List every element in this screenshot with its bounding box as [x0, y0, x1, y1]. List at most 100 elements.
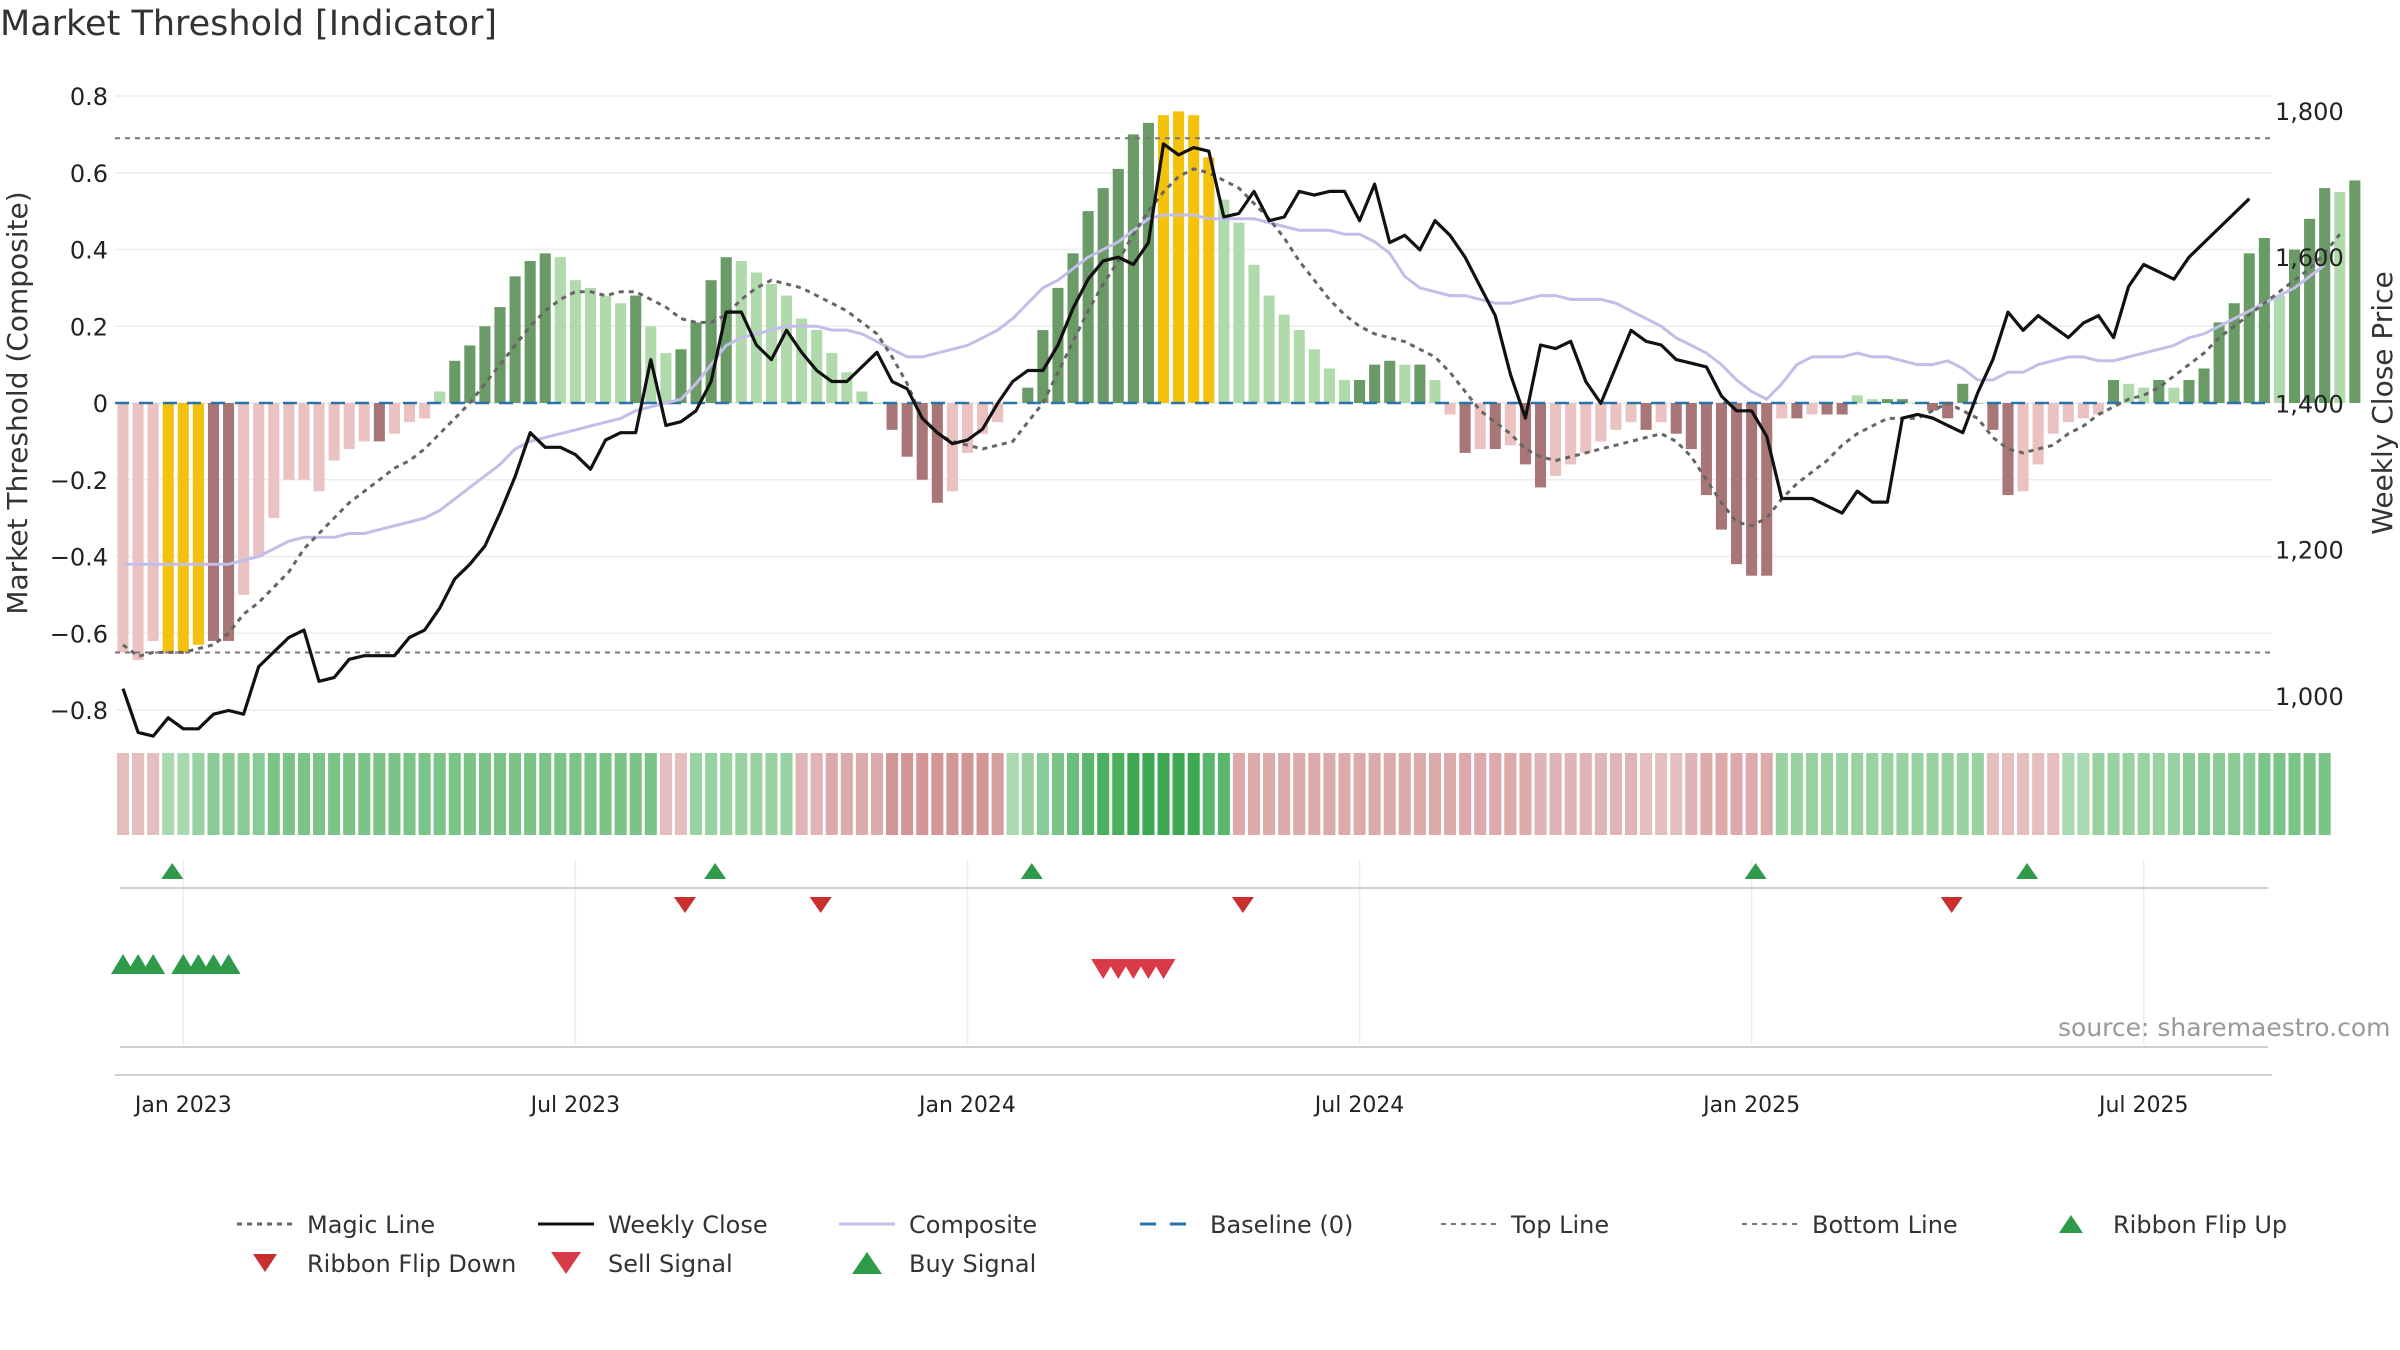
ribbon-cell [765, 753, 778, 835]
histogram-bar [147, 403, 159, 641]
histogram-bar [449, 360, 461, 403]
ribbon-cell [1202, 753, 1215, 835]
histogram-bar [720, 257, 732, 403]
histogram-bar [1037, 330, 1049, 403]
ribbon-cell [2107, 753, 2120, 835]
histogram-bar [1474, 403, 1486, 450]
ribbon-cell [946, 753, 959, 835]
histogram-bar [600, 295, 612, 403]
ribbon-cell [1187, 753, 1200, 835]
histogram-bar [1761, 403, 1773, 576]
ribbon-cell [343, 753, 356, 835]
ribbon-cell [1338, 753, 1351, 835]
ribbon-cell [1157, 753, 1170, 835]
ribbon-cell [2122, 753, 2135, 835]
ribbon-cell [2167, 753, 2180, 835]
histogram-bar [1354, 379, 1366, 403]
histogram-bar [509, 276, 521, 403]
ribbon-cell [1805, 753, 1818, 835]
ribbon-cell [674, 753, 687, 835]
histogram-bar [177, 403, 189, 653]
histogram-bar [162, 403, 174, 653]
ribbon-cell [192, 753, 205, 835]
ribbon-cell [2303, 753, 2316, 835]
y-tick-label: −0.2 [50, 467, 108, 495]
histogram-bar [2243, 253, 2255, 403]
histogram-bar [117, 403, 129, 653]
histogram-bar [1881, 399, 1893, 403]
ribbon-cell [1941, 753, 1954, 835]
ribbon-cell [870, 753, 884, 835]
ribbon-cell [282, 753, 295, 835]
ribbon-cell [629, 753, 642, 835]
x-tick-label: Jan 2023 [133, 1093, 232, 1118]
histogram-bar [1776, 403, 1788, 419]
ribbon-cell [1006, 753, 1019, 835]
histogram-bar [253, 403, 265, 557]
histogram-bar [434, 391, 446, 403]
ribbon-cell [1383, 753, 1396, 835]
histogram-bar [2032, 403, 2044, 465]
legend-label: Composite [909, 1211, 1037, 1239]
ribbon-cell [1067, 753, 1080, 835]
legend-label: Ribbon Flip Down [307, 1250, 516, 1278]
histogram-bar [524, 261, 536, 403]
histogram-bar [2198, 368, 2210, 403]
histogram-bar [584, 287, 597, 403]
ribbon-cell [1263, 753, 1276, 835]
ribbon-cell [478, 753, 491, 835]
ribbon-cell [1730, 753, 1743, 835]
ribbon-cell [313, 753, 326, 835]
ribbon-cell [373, 753, 386, 835]
ribbon-cell [991, 753, 1004, 835]
histogram-bar [1625, 403, 1637, 423]
y2-tick-label: 1,200 [2275, 537, 2344, 565]
histogram-bar [1338, 379, 1351, 403]
ribbon-cell [1896, 753, 1909, 835]
histogram-bar [313, 403, 325, 492]
histogram-bar [2138, 387, 2150, 403]
ribbon-cell [1308, 753, 1321, 835]
ribbon-cell [1564, 753, 1577, 835]
legend-label: Buy Signal [909, 1250, 1036, 1278]
histogram-bar [1308, 349, 1320, 403]
histogram-bar [388, 403, 400, 434]
ribbon-cell [1624, 753, 1638, 835]
histogram-bar [1700, 403, 1712, 496]
ribbon-cell [2017, 753, 2030, 835]
legend-label: Ribbon Flip Up [2113, 1211, 2287, 1239]
legend-label: Top Line [1510, 1211, 1609, 1239]
histogram-bar [539, 253, 551, 403]
ribbon-flip-down-marker [1940, 897, 1963, 913]
ribbon-cell [1489, 753, 1502, 835]
buy-signal-marker [201, 954, 226, 974]
ribbon-cell [1474, 753, 1487, 835]
histogram-bar [856, 391, 868, 403]
histogram-bar [1142, 122, 1154, 404]
ribbon-cell [2001, 753, 2015, 835]
histogram-bar [946, 403, 958, 492]
ribbon-cell [388, 753, 401, 835]
histogram-bar [1203, 157, 1215, 403]
y-tick-label: 0.4 [70, 237, 108, 265]
legend-marker [551, 1252, 581, 1274]
ribbon-cell [1519, 753, 1532, 835]
x-tick-label: Jul 2023 [529, 1093, 621, 1118]
histogram-bar [1519, 403, 1531, 465]
ribbon-cell [840, 753, 853, 835]
ribbon-cell [1851, 753, 1864, 835]
histogram-bar [2258, 237, 2270, 403]
ribbon-cell [237, 753, 250, 835]
ribbon-cell [1866, 753, 1879, 835]
histogram-bar [494, 307, 506, 403]
ribbon-cell [1775, 753, 1788, 835]
ribbon-cell [1504, 753, 1517, 835]
ribbon-cell [539, 753, 552, 835]
ribbon-cell [569, 753, 582, 835]
histogram-bar [1444, 403, 1456, 415]
ribbon-cell [554, 753, 567, 835]
histogram-bar [403, 403, 416, 423]
ribbon-cell [1836, 753, 1849, 835]
legend-item: Baseline (0) [1140, 1211, 1353, 1239]
ribbon-cell [1926, 753, 1939, 835]
